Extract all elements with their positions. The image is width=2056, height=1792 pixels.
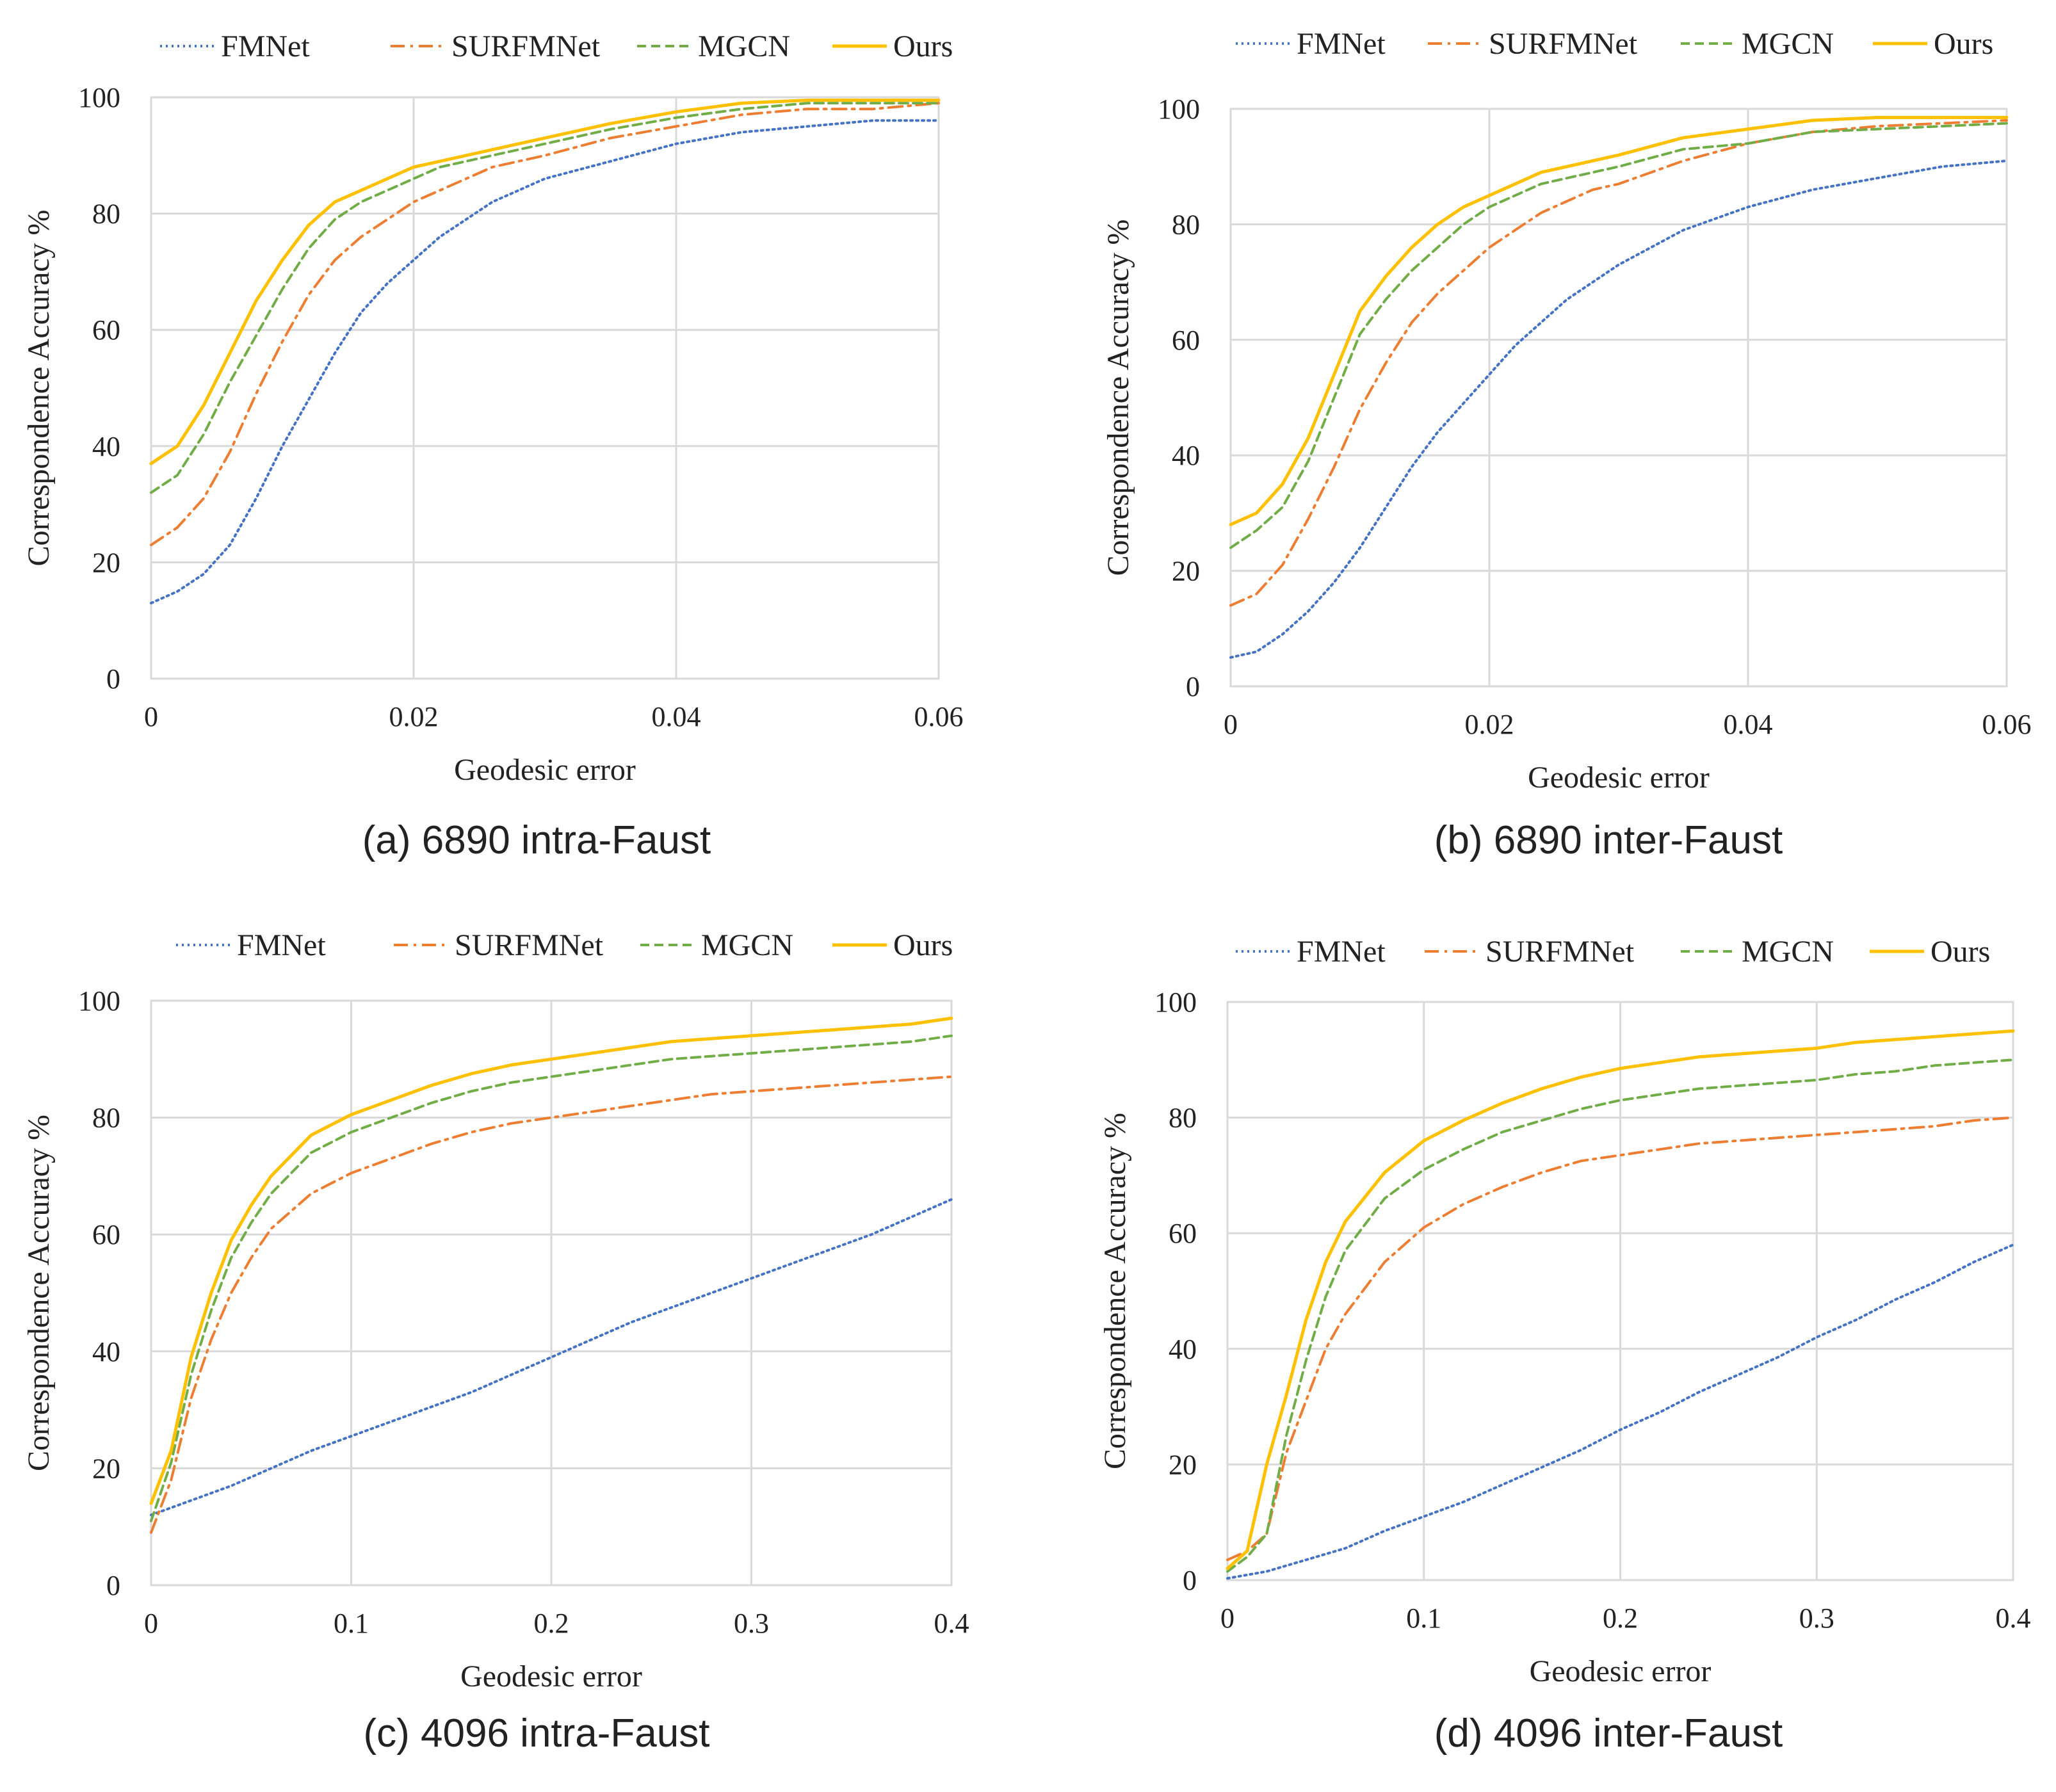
legend-label-mgcn: MGCN [698,29,790,63]
y-axis-label: Correspondence Accuracy % [1098,1113,1132,1469]
legend-label-ours: Ours [1934,27,1993,61]
y-tick-label: 40 [1169,1334,1197,1365]
legend-label-fmnet: FMNet [1297,27,1386,61]
y-tick-label: 20 [92,547,120,578]
x-tick-label: 0.1 [334,1608,369,1639]
y-tick-label: 80 [1172,209,1200,240]
y-tick-label: 40 [92,1336,120,1368]
legend-label-fmnet: FMNet [237,928,326,962]
x-tick-label: 0.3 [734,1608,769,1639]
y-tick-label: 20 [92,1453,120,1484]
x-axis-label: Geodesic error [460,1659,642,1693]
plot-frame [150,96,940,680]
x-tick-label: 0.4 [1996,1602,2031,1634]
legend-label-ours: Ours [893,29,953,63]
y-axis-label: Correspondence Accuracy % [22,209,56,566]
series-line-ours [149,1016,953,1505]
legend-label-mgcn: MGCN [701,928,793,962]
y-tick-label: 60 [92,1219,120,1250]
y-tick-label: 80 [92,1102,120,1134]
x-tick-label: 0.1 [1406,1602,1441,1634]
x-axis-label: Geodesic error [1530,1654,1712,1688]
plot-frame [1226,1001,2014,1581]
series-line-mgcn [150,102,940,494]
x-tick-label: 0 [144,1608,158,1639]
x-tick-label: 0 [1224,709,1238,740]
y-tick-label: 20 [1169,1449,1197,1480]
x-tick-label: 0.04 [1724,709,1773,740]
plot-frame [1229,108,2008,688]
panel-caption: (c) 4096 intra-Faust [364,1711,710,1756]
plot-frame [150,999,953,1586]
chart-panel-1: 0 20 40 60 80 100 0 0.02 0.04 0.06 Geodesic error C… [22,29,964,862]
x-tick-label: 0.2 [534,1608,569,1639]
x-tick-label: 0 [144,701,158,732]
legend-label-surfmnet: SURFMNet [1485,935,1635,969]
panel-caption: (b) 6890 inter-Faust [1434,818,1783,862]
x-tick-label: 0.2 [1603,1602,1638,1634]
series-line-fmnet [1226,1243,2014,1580]
panel-caption: (d) 4096 inter-Faust [1434,1711,1783,1756]
y-tick-label: 60 [92,314,120,346]
x-tick-label: 0 [1220,1602,1234,1634]
y-tick-label: 20 [1172,556,1200,587]
y-tick-label: 80 [1169,1102,1197,1134]
y-tick-label: 0 [1183,1565,1197,1596]
x-tick-label: 0.3 [1799,1602,1834,1634]
x-tick-label: 0.02 [389,701,439,732]
y-tick-label: 60 [1172,325,1200,356]
chart-panel-2: 0 20 40 60 80 100 0 0.02 0.04 0.06 Geodesic error C… [1101,27,2032,862]
y-tick-label: 60 [1169,1218,1197,1249]
y-tick-label: 0 [106,1570,120,1601]
legend-label-surfmnet: SURFMNet [1489,27,1638,61]
series-line-mgcn [1226,1058,2014,1573]
series-line-surfmnet [150,1075,953,1534]
series-line-ours [149,99,941,465]
series-line-ours [1226,1029,2015,1570]
series-line-surfmnet [150,102,940,547]
y-tick-label: 100 [1158,93,1200,125]
legend-label-mgcn: MGCN [1742,935,1834,969]
series-line-surfmnet [1229,119,2008,607]
legend-label-fmnet: FMNet [221,29,310,63]
legend-label-mgcn: MGCN [1742,27,1834,61]
legend-label-ours: Ours [1931,935,1990,969]
x-tick-label: 0.06 [914,701,964,732]
legend-label-surfmnet: SURFMNet [455,928,604,962]
x-tick-label: 0.04 [652,701,701,732]
y-tick-label: 100 [78,985,120,1017]
x-axis-label: Geodesic error [454,753,636,787]
y-tick-label: 40 [92,431,120,462]
y-tick-label: 0 [106,663,120,695]
x-axis-label: Geodesic error [1528,761,1710,795]
legend-label-ours: Ours [893,928,953,962]
legend-label-surfmnet: SURFMNet [451,29,601,63]
series-line-ours [1229,116,2009,526]
x-tick-label: 0.06 [1982,709,2032,740]
chart-panel-4: 0 20 40 60 80 100 0 0.1 0.2 0.3 0.4 Geodesic error C… [1098,935,2031,1756]
series-line-fmnet [1229,159,2008,659]
x-tick-label: 0.4 [934,1608,969,1639]
y-tick-label: 100 [78,82,120,113]
y-tick-label: 100 [1154,987,1197,1018]
panel-caption: (a) 6890 intra-Faust [362,818,711,862]
series-line-mgcn [1229,122,2008,549]
series-line-fmnet [150,1198,953,1517]
series-line-fmnet [150,119,940,604]
series-line-surfmnet [1226,1116,2014,1562]
chart-panel-3: 0 20 40 60 80 100 0 0.1 0.2 0.3 0.4 Geodesic error C… [22,928,969,1756]
y-tick-label: 40 [1172,440,1200,471]
y-axis-label: Correspondence Accuracy % [1101,219,1135,576]
legend-label-fmnet: FMNet [1297,935,1386,969]
y-tick-label: 0 [1186,671,1200,702]
x-tick-label: 0.02 [1465,709,1514,740]
y-tick-label: 80 [92,198,120,230]
y-axis-label: Correspondence Accuracy % [22,1115,56,1471]
series-line-mgcn [150,1034,953,1522]
